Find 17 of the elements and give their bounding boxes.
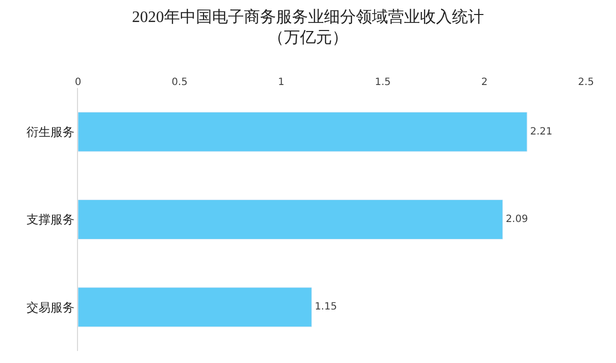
- bar: [78, 200, 503, 240]
- data-label: 1.15: [314, 302, 337, 313]
- data-label: 2.21: [530, 126, 552, 138]
- bar: [78, 112, 528, 152]
- x-tick-label: 0: [74, 77, 82, 88]
- data-label: 2.09: [506, 214, 528, 226]
- y-tick-label: 交易服务: [26, 300, 75, 314]
- x-tick-label: 2.5: [578, 77, 594, 88]
- y-tick-label: 支撑服务: [26, 212, 75, 227]
- y-tick-label: 衍生服务: [26, 125, 75, 140]
- chart-subtitle: （万亿元）: [268, 30, 348, 47]
- x-tick-label: 0.5: [172, 77, 188, 88]
- x-tick-label: 1: [278, 77, 284, 88]
- bar: [78, 287, 312, 328]
- chart-title: 2020年中国电子商务服务业细分领域营业收入统计: [132, 8, 484, 26]
- x-tick-label: 1.5: [374, 77, 391, 88]
- x-tick-label: 2: [481, 77, 488, 88]
